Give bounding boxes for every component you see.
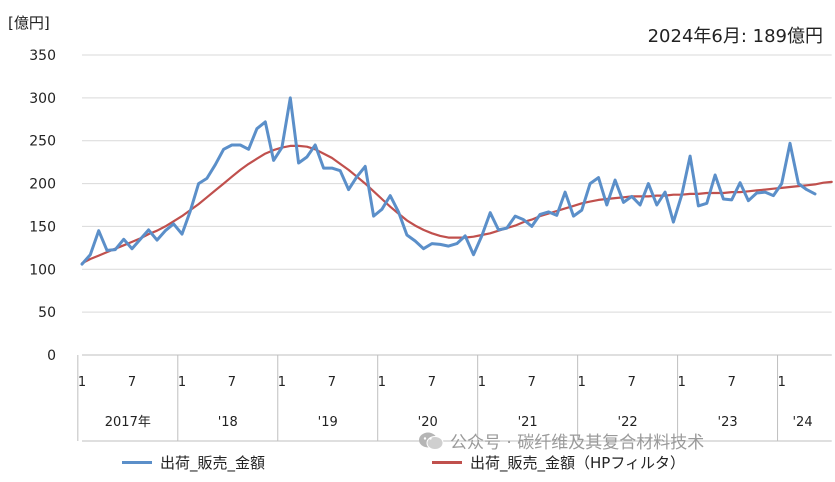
x-month-tick-label: 7 — [728, 375, 736, 390]
x-month-tick-label: 7 — [328, 375, 336, 390]
x-year-label: '19 — [318, 415, 338, 430]
x-month-tick-label: 1 — [578, 375, 586, 390]
latest-value-annotation: 2024年6月: 189億円 — [647, 26, 823, 47]
series-lines — [80, 96, 833, 266]
legend-swatch-monthly — [122, 461, 152, 464]
y-axis: 0 50 100 150 200 250 300 350 — [29, 48, 56, 364]
wechat-icon — [418, 431, 444, 451]
x-month-tick-label: 1 — [478, 375, 486, 390]
legend-item-hp-filter: 出荷_販売_金額（HPフィルタ） — [432, 452, 685, 473]
y-tick-label: 150 — [29, 219, 56, 235]
x-year-label: '22 — [618, 415, 638, 430]
y-tick-label: 300 — [29, 91, 56, 107]
x-year-label: '18 — [218, 415, 238, 430]
x-month-tick-label: 1 — [78, 375, 86, 390]
y-tick-label: 250 — [29, 134, 56, 150]
y-tick-label: 350 — [29, 48, 56, 64]
x-month-tick-label: 7 — [228, 375, 236, 390]
x-axis: 1 7 1 7 1 7 1 7 1 7 1 7 1 7 1 2017年 '18 '19 '20 '21 '22 '23 '2… — [77, 354, 832, 442]
y-tick-label: 0 — [47, 348, 56, 364]
x-year-label: '23 — [718, 415, 738, 430]
x-year-label: '24 — [792, 415, 812, 430]
watermark-text: 公众号 · 碳纤维及其复合材料技术 — [450, 433, 705, 453]
x-month-tick-label: 1 — [678, 375, 686, 390]
x-month-tick-label: 1 — [178, 375, 186, 390]
x-month-tick-label: 7 — [428, 375, 436, 390]
x-year-label: 2017年 — [105, 415, 151, 430]
legend-swatch-hp-filter — [432, 461, 462, 464]
series-line-monthly — [80, 96, 817, 266]
x-month-tick-label: 1 — [278, 375, 286, 390]
grid-lines — [82, 54, 832, 356]
x-month-tick-label: 1 — [778, 375, 786, 390]
legend-item-monthly: 出荷_販売_金額 — [122, 452, 265, 473]
x-month-tick-label: 7 — [528, 375, 536, 390]
x-month-tick-label: 7 — [628, 375, 636, 390]
x-year-label: '21 — [518, 415, 538, 430]
watermark: 公众号 · 碳纤维及其复合材料技术 — [418, 428, 704, 453]
y-tick-label: 100 — [29, 262, 56, 278]
legend-label-hp-filter: 出荷_販売_金額（HPフィルタ） — [470, 454, 686, 472]
y-tick-label: 200 — [29, 177, 56, 193]
x-month-tick-label: 1 — [378, 375, 386, 390]
y-tick-label: 50 — [38, 305, 56, 321]
legend-label-monthly: 出荷_販売_金額 — [160, 454, 266, 472]
y-axis-unit-label: [億円] — [8, 14, 50, 32]
series-line-hp-filter — [80, 144, 833, 265]
x-year-label: '20 — [418, 415, 438, 430]
x-month-tick-label: 7 — [128, 375, 136, 390]
